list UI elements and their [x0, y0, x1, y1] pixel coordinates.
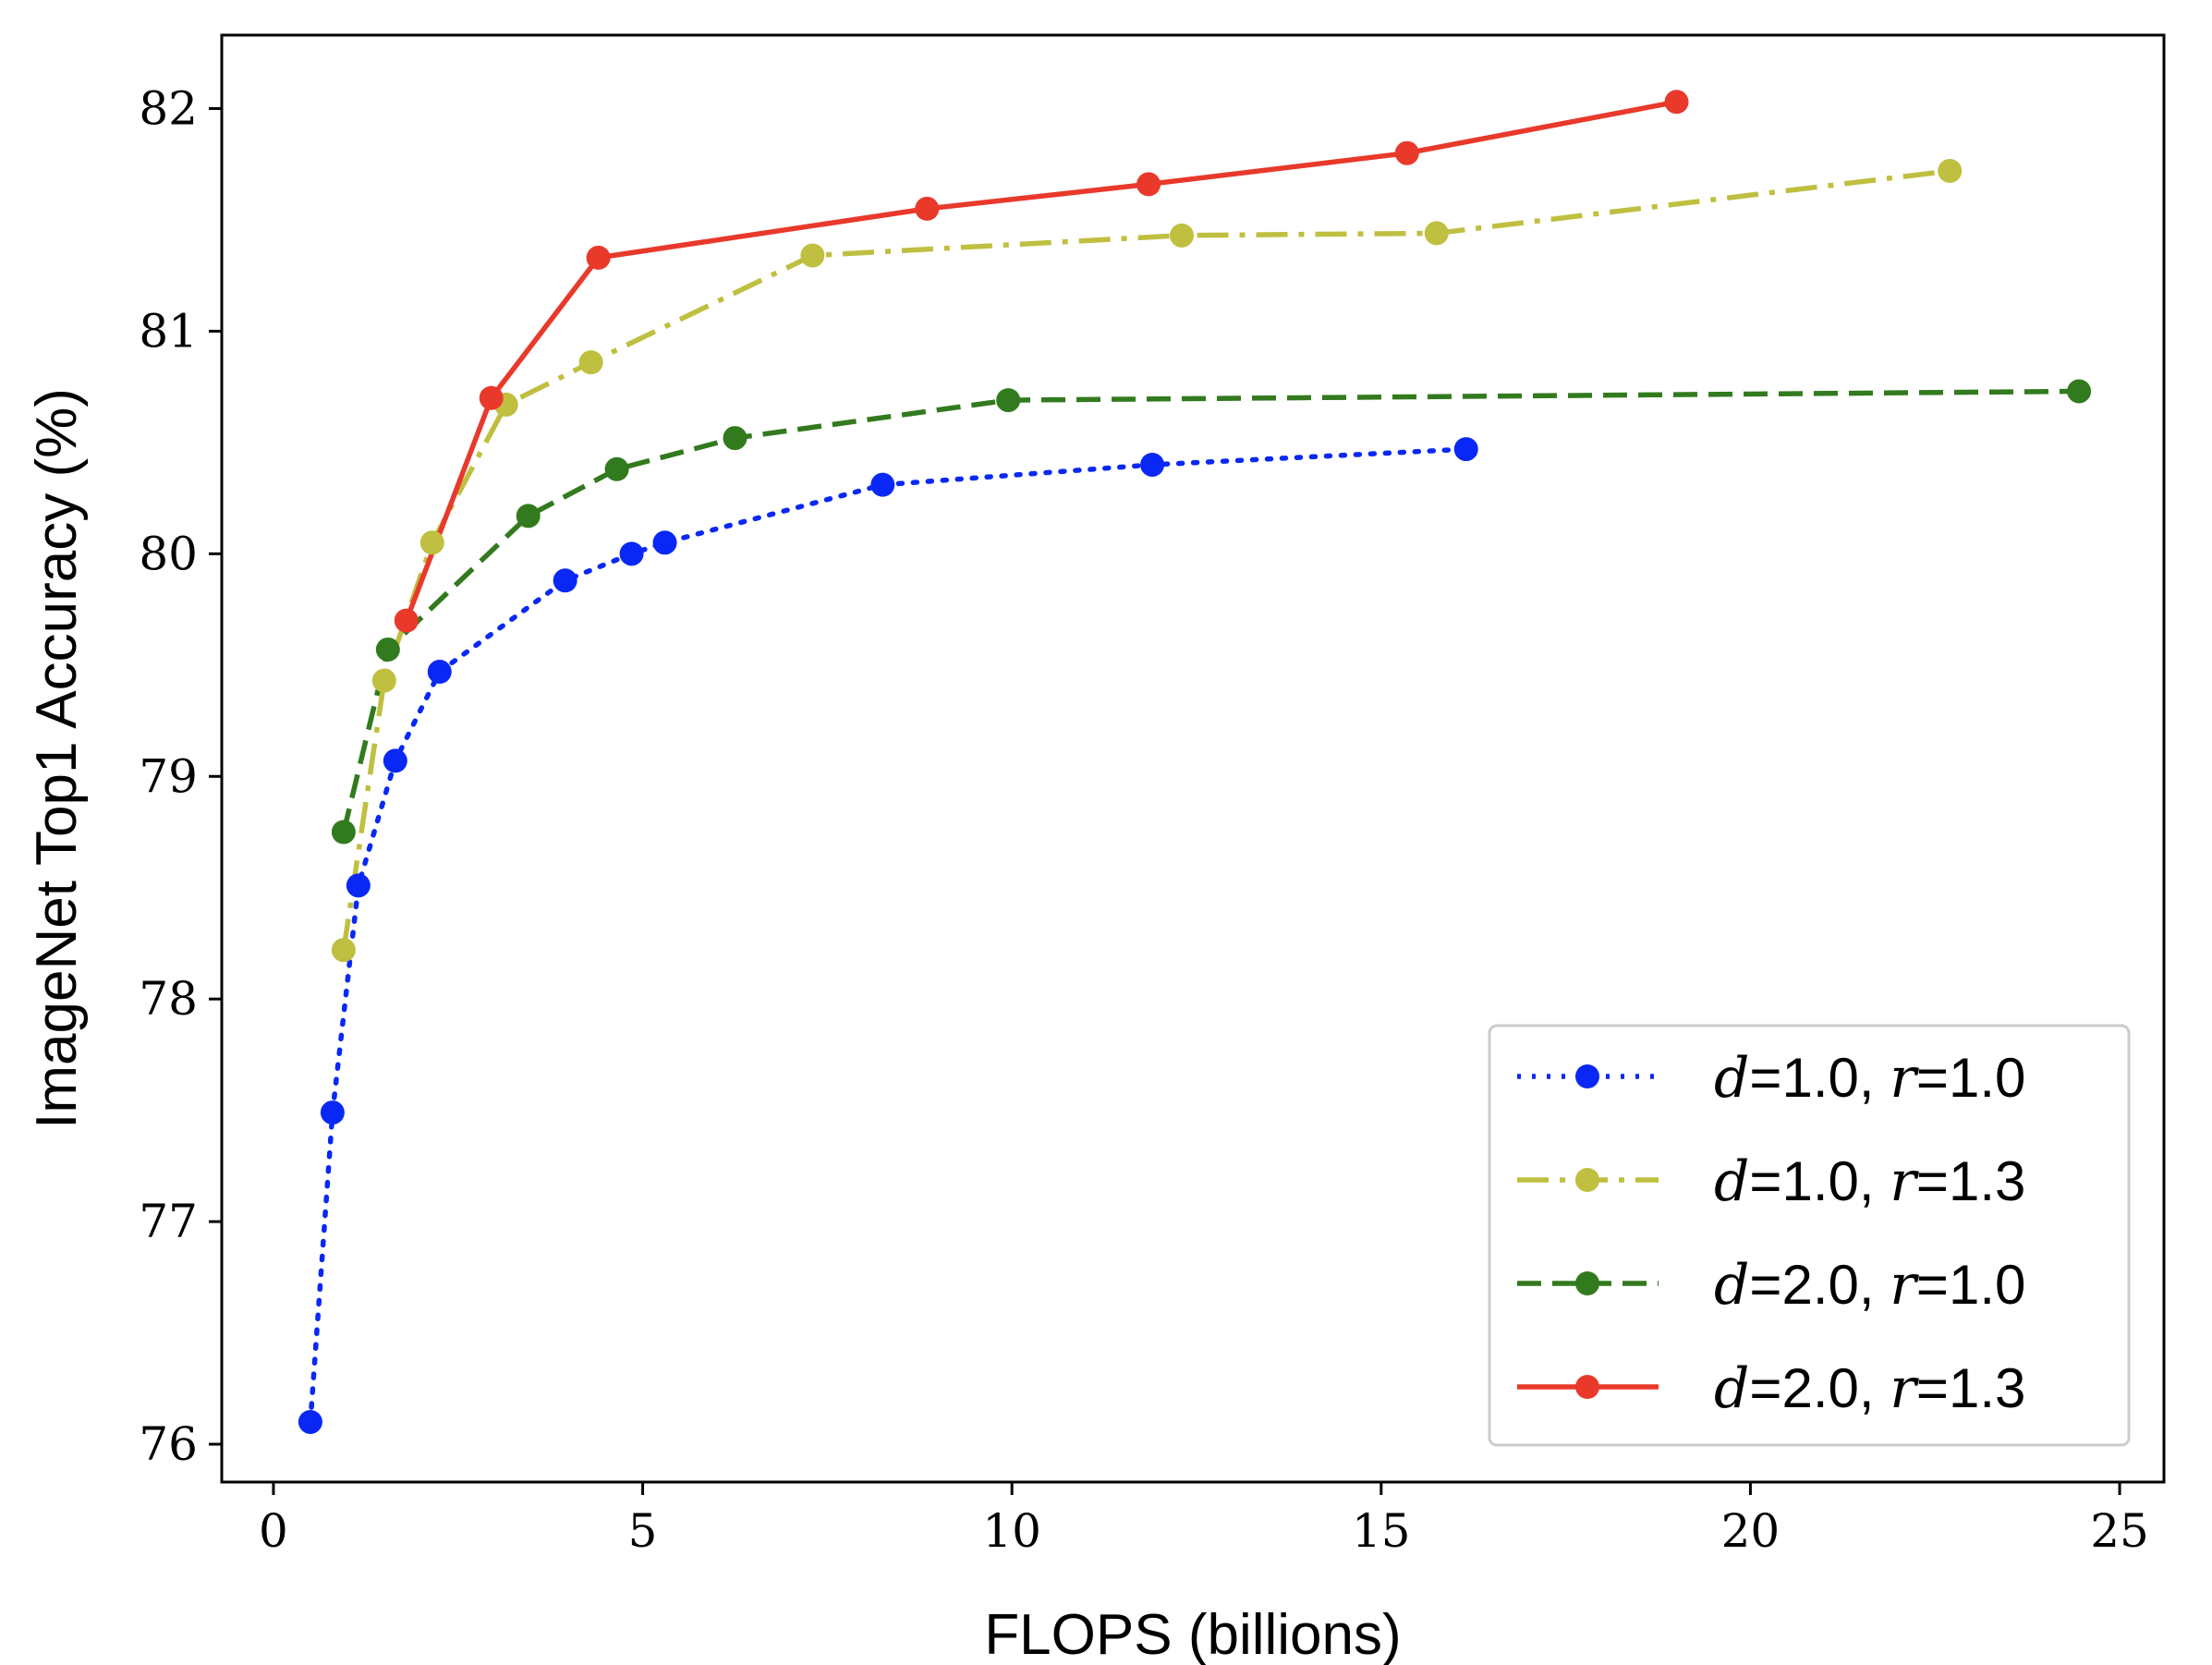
- x-tick-label: 25: [2090, 1504, 2149, 1558]
- y-tick-label: 76: [139, 1417, 198, 1471]
- data-point: [331, 820, 356, 845]
- data-point: [996, 388, 1021, 413]
- y-tick-label: 79: [139, 749, 198, 803]
- legend-swatch-marker: [1575, 1375, 1599, 1399]
- data-point: [383, 748, 407, 773]
- data-point: [331, 938, 356, 963]
- y-tick-label: 82: [139, 82, 198, 136]
- data-point: [578, 350, 603, 375]
- data-point: [1136, 172, 1161, 197]
- legend-entries: d=1.0, r=1.0 d=1.0, r=1.3 d=2.0, r=1.0 d=2.…: [1517, 1046, 2025, 1421]
- x-tick-label: 5: [628, 1504, 658, 1558]
- legend-label: d=1.0, r=1.0: [1714, 1046, 2025, 1111]
- data-point: [915, 196, 940, 221]
- y-tick-label: 80: [139, 527, 198, 580]
- data-point: [516, 504, 541, 529]
- data-point: [1664, 90, 1689, 115]
- data-point: [586, 245, 611, 270]
- data-point: [375, 637, 400, 662]
- x-axis-ticks: 0 5 10 15 20 25: [259, 1482, 2149, 1558]
- data-point: [604, 456, 629, 481]
- data-point: [419, 530, 444, 555]
- y-tick-label: 77: [139, 1195, 198, 1248]
- legend-label: d=2.0, r=1.0: [1714, 1253, 2025, 1318]
- x-tick-label: 20: [1721, 1504, 1781, 1558]
- data-point: [1424, 221, 1449, 246]
- plot-frame: [220, 33, 2166, 1484]
- legend: d=1.0, r=1.0 d=1.0, r=1.3 d=2.0, r=1.0 d=2.…: [1488, 1024, 2131, 1447]
- data-point: [619, 541, 644, 566]
- x-axis-title: FLOPS (billions): [984, 1603, 1401, 1665]
- y-axis-title: ImageNet Top1 Accuracy (%): [25, 388, 89, 1129]
- data-point: [2067, 379, 2092, 404]
- data-point: [723, 426, 747, 451]
- data-point: [298, 1409, 322, 1434]
- data-point: [371, 668, 396, 693]
- data-point: [394, 608, 419, 633]
- x-tick-label: 0: [259, 1504, 288, 1558]
- y-axis-ticks: 76 77 78 79 80 81 82: [139, 82, 222, 1471]
- legend-swatch-marker: [1575, 1271, 1599, 1295]
- data-point: [800, 243, 825, 268]
- series-line-0: [308, 446, 1469, 1425]
- data-point: [427, 660, 452, 685]
- series-points: [298, 90, 2092, 1434]
- data-point: [1170, 223, 1195, 248]
- data-point: [1140, 452, 1165, 477]
- legend-label: d=2.0, r=1.3: [1714, 1356, 2025, 1421]
- data-point: [1938, 158, 1963, 183]
- data-point: [320, 1100, 345, 1125]
- legend-box: [1488, 1024, 2131, 1447]
- legend-swatch-marker: [1575, 1168, 1599, 1192]
- data-point: [652, 530, 677, 555]
- legend-label: d=1.0, r=1.3: [1714, 1149, 2025, 1214]
- x-tick-label: 10: [982, 1504, 1041, 1558]
- data-point: [1453, 437, 1478, 462]
- x-tick-label: 15: [1352, 1504, 1411, 1558]
- data-point: [553, 568, 577, 593]
- data-point: [1394, 140, 1419, 165]
- y-tick-label: 78: [139, 972, 198, 1026]
- legend-swatch-marker: [1575, 1064, 1599, 1088]
- y-tick-label: 81: [139, 304, 198, 358]
- data-point: [870, 472, 895, 497]
- data-point: [346, 873, 371, 898]
- data-point: [479, 385, 504, 410]
